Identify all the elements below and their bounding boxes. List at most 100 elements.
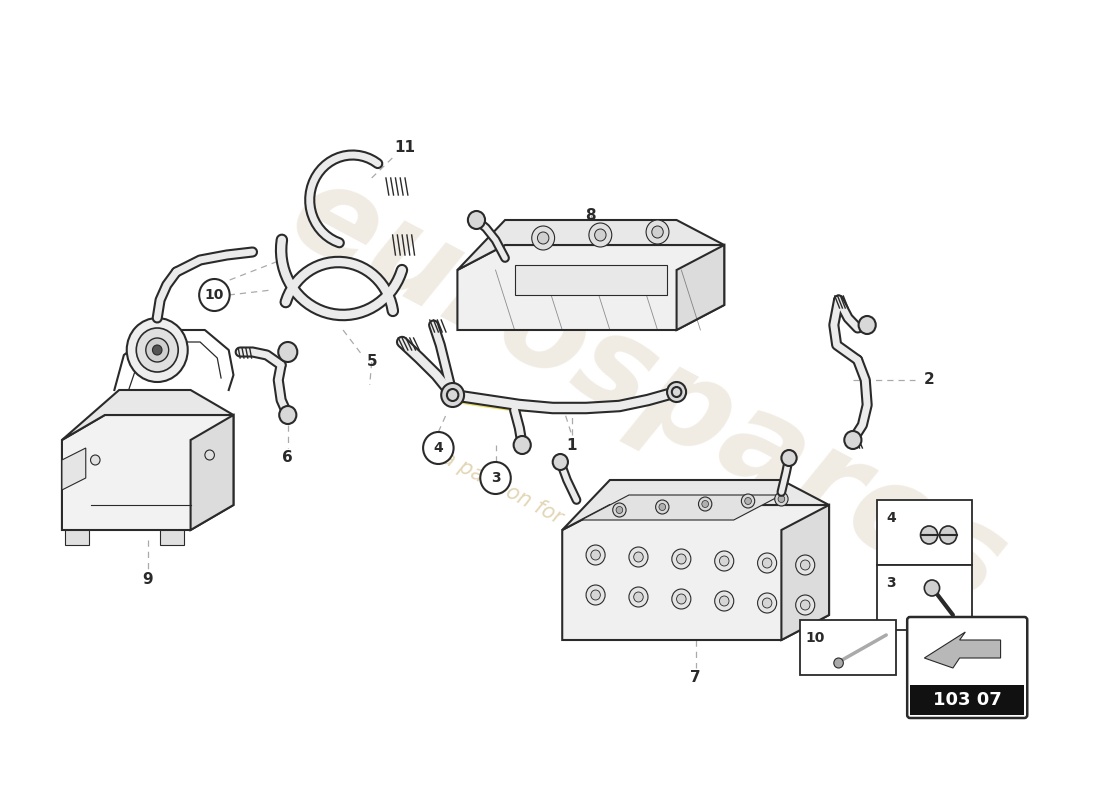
Circle shape bbox=[795, 595, 815, 615]
Text: 3: 3 bbox=[887, 576, 895, 590]
Circle shape bbox=[595, 229, 606, 241]
Circle shape bbox=[719, 596, 729, 606]
Bar bbox=[161, 530, 184, 545]
Circle shape bbox=[667, 382, 686, 402]
Circle shape bbox=[613, 503, 626, 517]
Circle shape bbox=[762, 558, 772, 568]
Circle shape bbox=[552, 454, 568, 470]
Circle shape bbox=[801, 600, 810, 610]
Circle shape bbox=[715, 551, 734, 571]
Polygon shape bbox=[562, 480, 829, 530]
Circle shape bbox=[834, 658, 844, 668]
Circle shape bbox=[719, 556, 729, 566]
Circle shape bbox=[659, 503, 666, 510]
Circle shape bbox=[146, 338, 168, 362]
Polygon shape bbox=[458, 220, 724, 270]
Circle shape bbox=[514, 436, 531, 454]
Text: 4: 4 bbox=[433, 441, 443, 455]
Polygon shape bbox=[581, 495, 781, 520]
Circle shape bbox=[634, 552, 643, 562]
Circle shape bbox=[538, 232, 549, 244]
Polygon shape bbox=[676, 245, 724, 330]
Circle shape bbox=[921, 526, 937, 544]
Bar bbox=[65, 530, 89, 545]
Circle shape bbox=[778, 495, 784, 502]
FancyBboxPatch shape bbox=[877, 500, 972, 565]
Circle shape bbox=[741, 494, 755, 508]
Polygon shape bbox=[62, 390, 233, 440]
Polygon shape bbox=[458, 245, 724, 330]
Bar bbox=[910, 685, 1024, 715]
Circle shape bbox=[672, 549, 691, 569]
Text: 10: 10 bbox=[205, 288, 224, 302]
Circle shape bbox=[126, 318, 188, 382]
Text: 9: 9 bbox=[142, 573, 153, 587]
Circle shape bbox=[672, 387, 681, 397]
Circle shape bbox=[634, 592, 643, 602]
Circle shape bbox=[468, 211, 485, 229]
Circle shape bbox=[591, 550, 601, 560]
Text: 2: 2 bbox=[924, 373, 935, 387]
Circle shape bbox=[278, 342, 297, 362]
Circle shape bbox=[758, 553, 777, 573]
Circle shape bbox=[447, 389, 459, 401]
Circle shape bbox=[924, 580, 939, 596]
Circle shape bbox=[702, 501, 708, 507]
FancyBboxPatch shape bbox=[877, 565, 972, 630]
Text: 6: 6 bbox=[283, 450, 294, 466]
Text: 5: 5 bbox=[366, 354, 377, 370]
Polygon shape bbox=[515, 265, 667, 295]
Text: 103 07: 103 07 bbox=[933, 691, 1002, 709]
Circle shape bbox=[629, 587, 648, 607]
Circle shape bbox=[586, 585, 605, 605]
Circle shape bbox=[441, 383, 464, 407]
Circle shape bbox=[588, 223, 612, 247]
Circle shape bbox=[656, 500, 669, 514]
Circle shape bbox=[676, 594, 686, 604]
Text: 3: 3 bbox=[491, 471, 501, 485]
Text: 4: 4 bbox=[887, 511, 895, 525]
FancyBboxPatch shape bbox=[801, 620, 895, 675]
Circle shape bbox=[629, 547, 648, 567]
Circle shape bbox=[531, 226, 554, 250]
Circle shape bbox=[586, 545, 605, 565]
Circle shape bbox=[758, 593, 777, 613]
Circle shape bbox=[153, 345, 162, 355]
FancyBboxPatch shape bbox=[908, 617, 1027, 718]
Circle shape bbox=[781, 450, 796, 466]
Circle shape bbox=[801, 560, 810, 570]
Polygon shape bbox=[924, 632, 1001, 668]
Circle shape bbox=[424, 432, 453, 464]
Circle shape bbox=[939, 526, 957, 544]
Text: eurospares: eurospares bbox=[271, 151, 1025, 629]
Polygon shape bbox=[62, 415, 233, 530]
Circle shape bbox=[672, 589, 691, 609]
Circle shape bbox=[205, 450, 214, 460]
Polygon shape bbox=[562, 505, 829, 640]
Circle shape bbox=[199, 279, 230, 311]
Circle shape bbox=[845, 431, 861, 449]
Text: a passion for parts since 1985: a passion for parts since 1985 bbox=[438, 447, 725, 613]
Text: 10: 10 bbox=[805, 631, 824, 645]
Polygon shape bbox=[190, 415, 233, 530]
Circle shape bbox=[90, 455, 100, 465]
Text: 1: 1 bbox=[566, 438, 578, 453]
Circle shape bbox=[774, 492, 788, 506]
Circle shape bbox=[676, 554, 686, 564]
Circle shape bbox=[762, 598, 772, 608]
Text: 8: 8 bbox=[585, 207, 596, 222]
Circle shape bbox=[136, 328, 178, 372]
Circle shape bbox=[698, 497, 712, 511]
Circle shape bbox=[279, 406, 296, 424]
Circle shape bbox=[745, 498, 751, 505]
Circle shape bbox=[591, 590, 601, 600]
Text: 7: 7 bbox=[691, 670, 701, 686]
Circle shape bbox=[715, 591, 734, 611]
Text: 11: 11 bbox=[395, 141, 416, 155]
Circle shape bbox=[481, 462, 510, 494]
Circle shape bbox=[795, 555, 815, 575]
Polygon shape bbox=[62, 448, 86, 490]
Circle shape bbox=[859, 316, 876, 334]
Polygon shape bbox=[781, 505, 829, 640]
Circle shape bbox=[646, 220, 669, 244]
